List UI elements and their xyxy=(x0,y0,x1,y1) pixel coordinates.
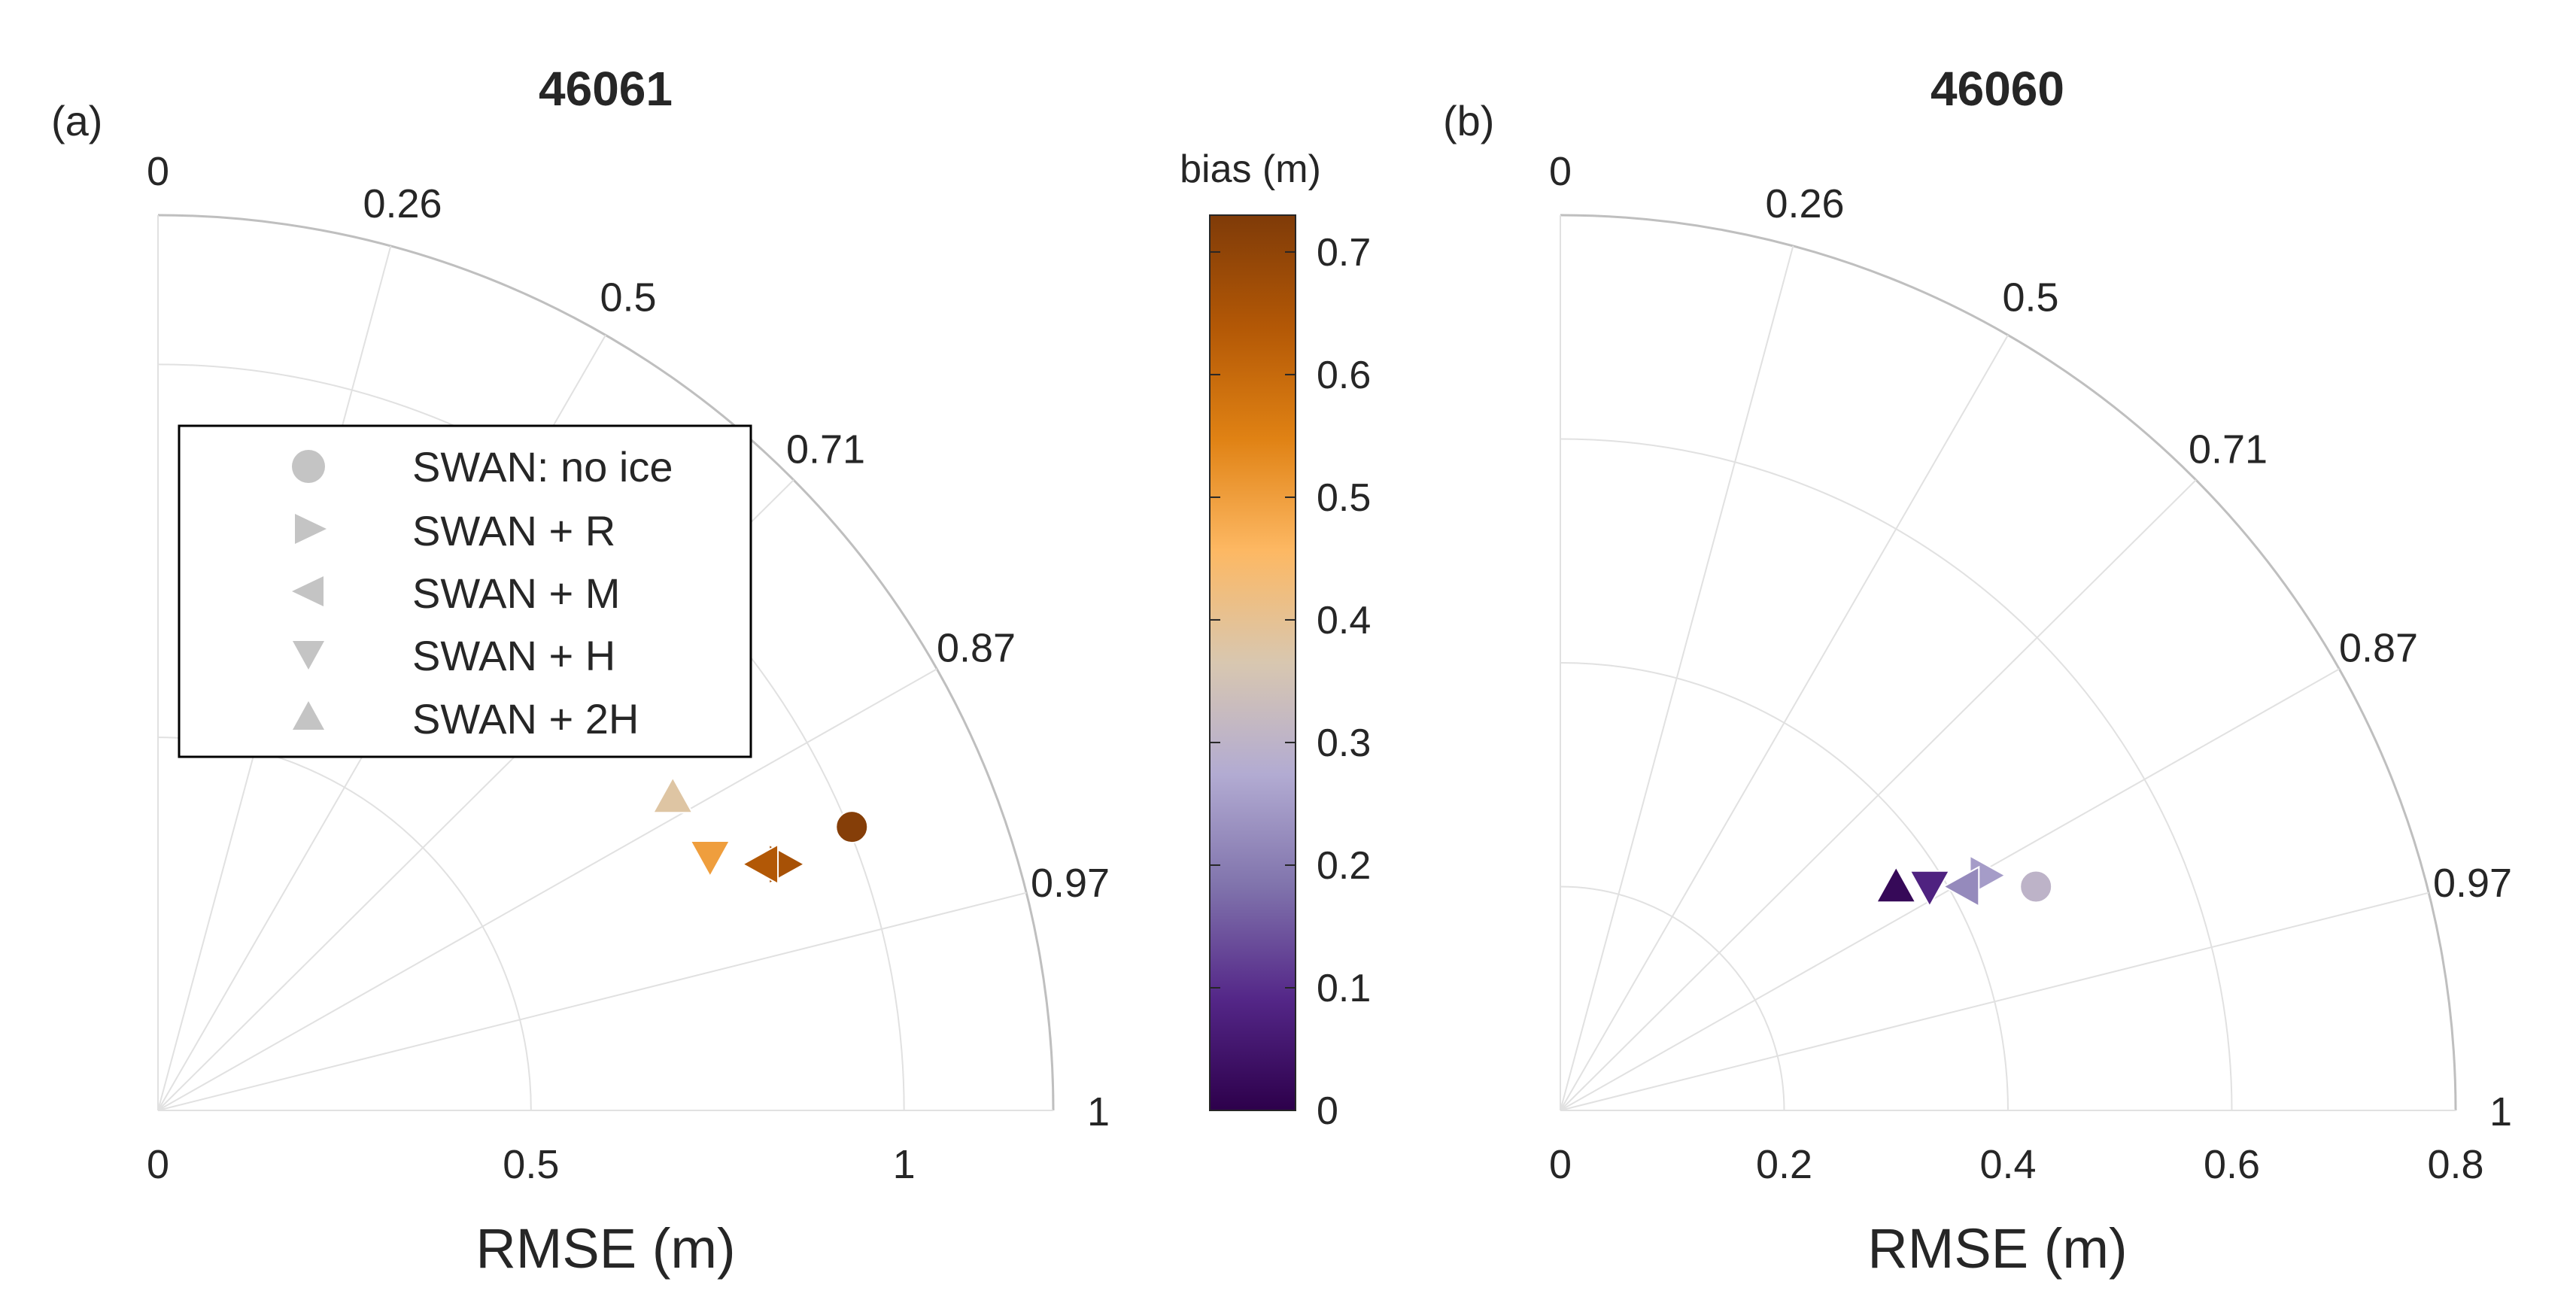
legend-entry: SWAN + H xyxy=(293,632,615,679)
colorbar-tick-label: 0.7 xyxy=(1317,231,1371,275)
radial-tick-label: 0 xyxy=(147,1142,169,1187)
colorbar-tick-label: 0.1 xyxy=(1317,967,1371,1010)
panel-label-b: (b) xyxy=(1443,97,1494,144)
legend-triangle-up-marker xyxy=(293,701,324,730)
colorbar-tick-label: 0 xyxy=(1317,1089,1338,1133)
tick-labels-a: 0 0.26 0.5 0.71 0.87 0.97 1 0 0.5 1 xyxy=(147,149,1110,1187)
radial-tick-label: 0.4 xyxy=(1979,1142,2036,1187)
legend-circle-marker xyxy=(292,450,325,483)
data-point-triangle-left xyxy=(1942,865,1980,908)
correlation-tick-label: 1 xyxy=(2489,1089,2512,1134)
legend-triangle-right-marker xyxy=(295,514,327,544)
correlation-tick-label: 0.71 xyxy=(2189,427,2268,472)
correlation-tick-label: 0 xyxy=(147,149,169,194)
legend-entry: SWAN + M xyxy=(292,569,620,617)
legend-triangle-left-marker xyxy=(292,576,324,606)
grid-b xyxy=(1560,214,2457,1111)
tick-labels-b: 0 0.26 0.5 0.71 0.87 0.97 1 0 0.2 0.4 0.6 0.8 xyxy=(1549,149,2512,1187)
panel-a: (a) 46061 0 0.26 0.5 0.71 0.87 0.97 1 0 0.5 1 RMS… xyxy=(51,62,1110,1280)
legend-entry: SWAN: no ice xyxy=(292,443,673,491)
radial-tick-label: 1 xyxy=(893,1142,916,1187)
correlation-tick-label: 0.5 xyxy=(2002,275,2058,320)
colorbar-title: bias (m) xyxy=(1180,147,1321,191)
x-axis-label-b: RMSE (m) xyxy=(1867,1217,2127,1280)
data-point-circle xyxy=(835,810,869,844)
outer-boundary-arc xyxy=(1560,214,2457,1111)
data-point-circle xyxy=(2019,870,2053,904)
correlation-tick-label: 0.87 xyxy=(2339,626,2418,671)
colorbar-tick-label: 0.5 xyxy=(1317,476,1371,520)
colorbar-tick-label: 0.4 xyxy=(1317,599,1371,642)
correlation-spoke xyxy=(157,668,937,1111)
correlation-tick-label: 0.71 xyxy=(786,427,865,472)
data-point-triangle-down xyxy=(1909,870,1951,908)
colorbar: bias (m) 0 0.1 0.2 0.3 0.4 0.5 0.6 0.7 xyxy=(1180,147,1371,1133)
correlation-tick-label: 0.97 xyxy=(1031,861,1110,906)
radial-grid-arc xyxy=(1560,662,2009,1111)
colorbar-bar xyxy=(1209,214,1296,1111)
legend: SWAN: no ice SWAN + R SWAN + M SWAN + H … xyxy=(178,424,752,758)
chart-title-b: 46060 xyxy=(1930,62,2064,116)
panel-label-a: (a) xyxy=(51,97,102,144)
radial-grid-arc xyxy=(1560,438,2233,1111)
data-point-triangle-down xyxy=(689,840,731,878)
correlation-tick-label: 0.87 xyxy=(937,626,1016,671)
colorbar-ticks: 0 0.1 0.2 0.3 0.4 0.5 0.6 0.7 xyxy=(1210,231,1371,1133)
radial-tick-label: 0.8 xyxy=(2427,1142,2483,1187)
correlation-tick-label: 1 xyxy=(1087,1089,1110,1134)
legend-entry: SWAN + R xyxy=(295,507,615,554)
correlation-tick-label: 0 xyxy=(1549,149,1572,194)
correlation-spoke xyxy=(1560,334,2009,1111)
data-point-triangle-up xyxy=(1875,865,1917,904)
correlation-tick-label: 0.26 xyxy=(1765,181,1844,226)
legend-label: SWAN + M xyxy=(412,569,620,617)
colorbar-tick-label: 0.3 xyxy=(1317,721,1371,765)
data-points-a xyxy=(652,776,869,885)
legend-label: SWAN: no ice xyxy=(412,443,673,491)
correlation-spoke xyxy=(1560,245,1794,1111)
radial-tick-label: 0.2 xyxy=(1756,1142,1812,1187)
radial-grid-arc xyxy=(1560,885,1785,1111)
legend-triangle-down-marker xyxy=(293,641,324,670)
data-points-b xyxy=(1875,854,2053,908)
correlation-tick-label: 0.97 xyxy=(2433,861,2512,906)
data-point-triangle-up xyxy=(652,776,694,814)
x-axis-label-a: RMSE (m) xyxy=(475,1217,735,1280)
correlation-spoke xyxy=(1560,479,2197,1111)
correlation-tick-label: 0.5 xyxy=(600,275,656,320)
legend-label: SWAN + 2H xyxy=(412,695,639,743)
panel-b: (b) 46060 0 0.26 0.5 0.71 0.87 0.97 1 0 0.2 0.4 0.… xyxy=(1443,62,2512,1280)
radial-tick-label: 0.5 xyxy=(503,1142,559,1187)
correlation-spoke xyxy=(157,891,1027,1111)
legend-entry: SWAN + 2H xyxy=(293,695,639,743)
radial-grid-arc xyxy=(1560,214,2456,1111)
correlation-tick-label: 0.26 xyxy=(363,181,442,226)
chart-title-a: 46061 xyxy=(539,62,673,116)
legend-label: SWAN + R xyxy=(412,507,615,554)
radial-tick-label: 0.6 xyxy=(2204,1142,2260,1187)
data-point-triangle-left xyxy=(741,843,779,885)
legend-box xyxy=(178,424,752,758)
colorbar-tick-label: 0.2 xyxy=(1317,844,1371,888)
legend-label: SWAN + H xyxy=(412,632,615,679)
radial-tick-label: 0 xyxy=(1549,1142,1572,1187)
correlation-spoke xyxy=(1560,891,2429,1111)
colorbar-tick-label: 0.6 xyxy=(1317,354,1371,397)
